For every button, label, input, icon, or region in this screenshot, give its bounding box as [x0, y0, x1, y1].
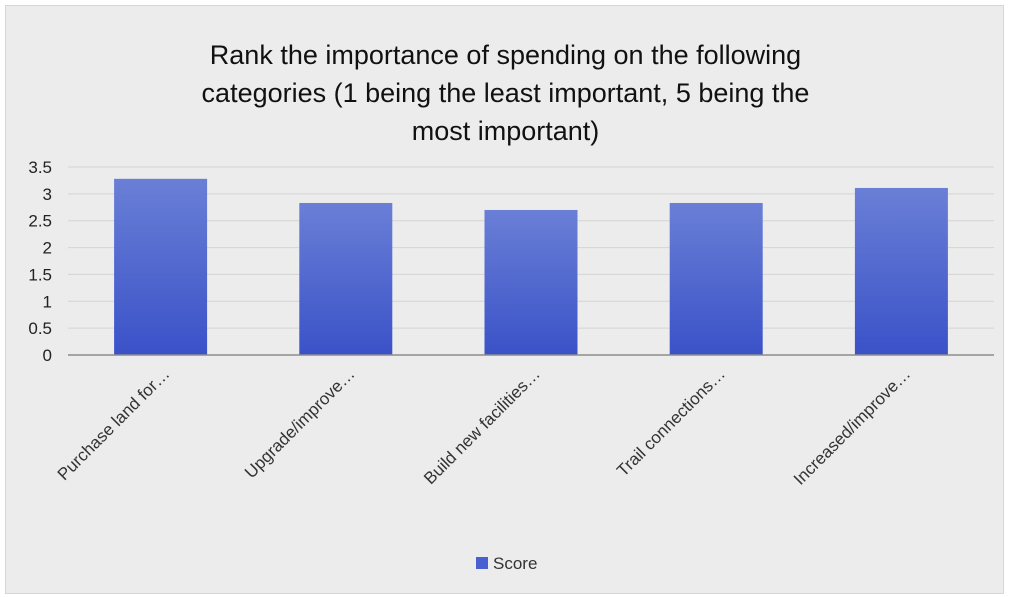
y-tick-label: 1	[43, 292, 52, 311]
y-tick-label: 1.5	[28, 265, 52, 284]
x-category-label: Purchase land for…	[54, 364, 174, 484]
x-category-label: Upgrade/improve…	[241, 364, 359, 482]
x-category-label: Build new facilities…	[420, 364, 544, 488]
x-category-label: Trail connections…	[613, 364, 729, 480]
y-tick-label: 3	[43, 185, 52, 204]
chart-area: Rank the importance of spending on the f…	[5, 5, 1004, 594]
y-tick-label: 2	[43, 239, 52, 258]
bar	[854, 187, 948, 355]
y-tick-label: 3.5	[28, 158, 52, 177]
y-axis-ticks: 0 0.5 1 1.5 2 2.5 3 3.5	[28, 158, 52, 365]
legend-label: Score	[493, 554, 537, 573]
legend-swatch	[476, 557, 488, 569]
bar	[114, 178, 208, 355]
bar	[669, 202, 763, 355]
chart-title: Rank the importance of spending on the f…	[201, 40, 810, 146]
x-axis-labels: Purchase land for… Upgrade/improve… Build …	[54, 364, 914, 488]
chart-plot: 0 0.5 1 1.5 2 2.5 3 3.5 Purchase land for… Upgra…	[28, 158, 994, 573]
y-tick-label: 2.5	[28, 212, 52, 231]
x-category-label: Increased/improve…	[790, 364, 914, 488]
bar	[299, 202, 393, 355]
gridlines	[68, 166, 994, 329]
bar	[484, 209, 578, 355]
y-tick-label: 0.5	[28, 319, 52, 338]
bars	[114, 178, 948, 355]
legend: Score	[476, 554, 537, 573]
y-tick-label: 0	[43, 346, 52, 365]
